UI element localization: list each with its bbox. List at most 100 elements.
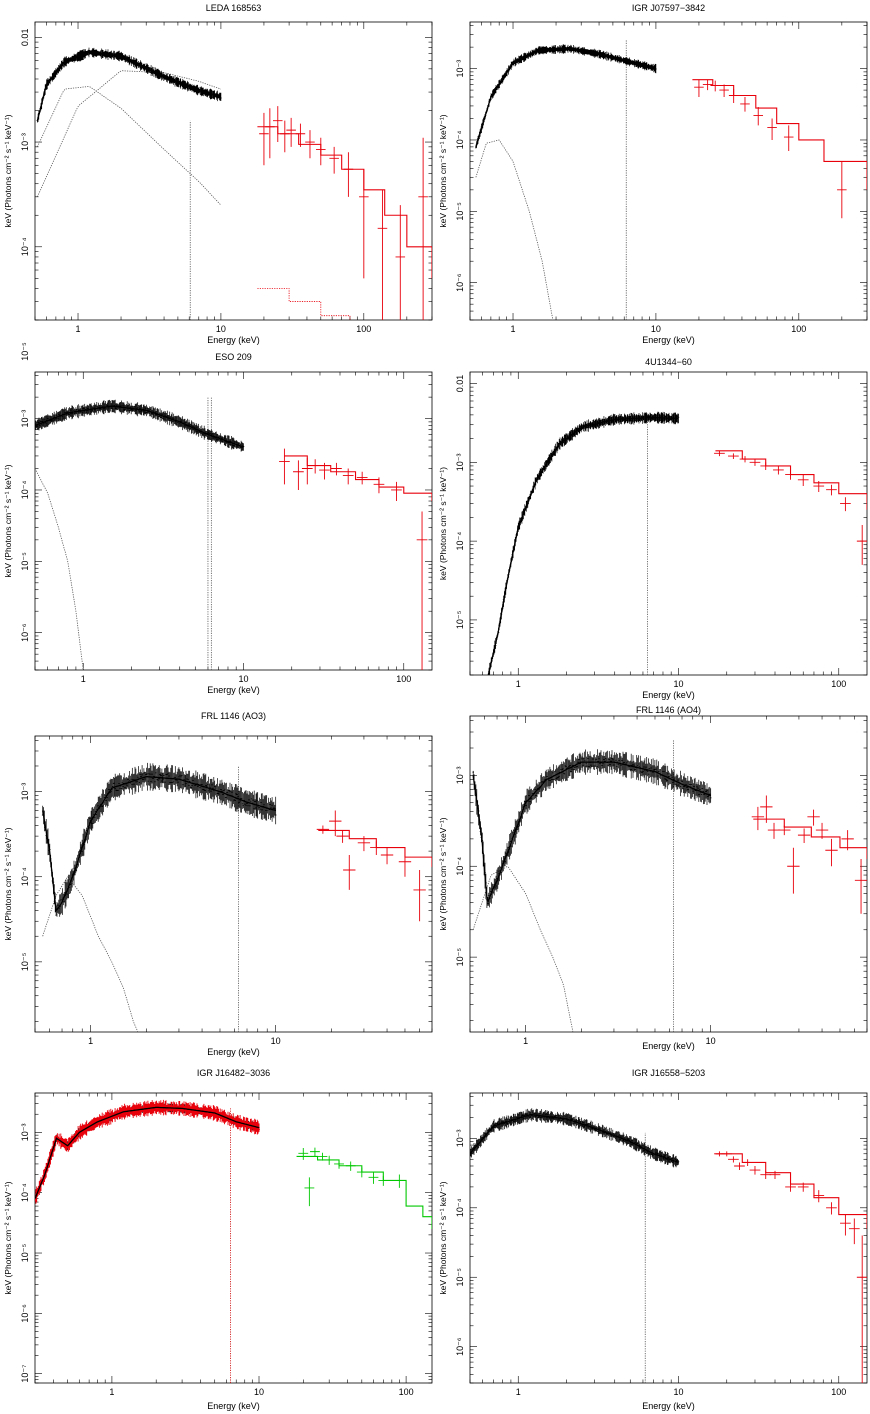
soft-xray-data (475, 44, 657, 149)
hard-xray-data-point (854, 859, 867, 914)
y-tick-label: 10⁻⁵ (455, 610, 465, 629)
hard-xray-data-point (305, 130, 315, 159)
spectrum-panel-1: LEDA 168563 1 10 100 Energy (keV) 0.01 10⁻³ 10⁻… (3, 3, 433, 361)
spectrum-panel-3: ESO 209 1 10 100 Energy (keV) 10⁻³ 10⁻⁴ 10⁻⁵ 10⁻… (3, 352, 433, 695)
hard-xray-model-step (257, 126, 432, 279)
hard-xray-data-point (304, 1177, 315, 1207)
x-axis-label: Energy (keV) (207, 335, 260, 345)
y-tick-label: 10⁻⁵ (20, 342, 30, 361)
y-tick-label: 10⁻³ (455, 60, 465, 78)
y-axis-label: keV (Photons cm⁻² s⁻¹ keV⁻¹) (3, 1181, 13, 1294)
x-axis-label: Energy (keV) (642, 335, 695, 345)
spectrum-panel-6: FRL 1146 (AO4) 1 10 Energy (keV) 10⁻³ 10⁻⁴ 10⁻… (438, 705, 868, 1051)
hard-xray-data-point (273, 106, 283, 143)
hard-xray-data-point (815, 822, 829, 839)
hard-xray-data-point (316, 825, 330, 834)
y-tick-label: 10⁻⁴ (20, 867, 30, 886)
hard-xray-data-point (324, 1155, 335, 1165)
hard-xray-data-point (298, 1148, 309, 1160)
soft-xray-data (36, 47, 222, 123)
y-tick-label: 10⁻⁴ (455, 131, 465, 150)
x-tick-label: 100 (356, 324, 371, 334)
hard-xray-data-point (778, 825, 791, 836)
soft-xray-data (472, 749, 712, 908)
hard-xray-data-point (395, 205, 406, 320)
hard-xray-data-point (334, 1159, 344, 1169)
hard-xray-data-point (378, 1175, 389, 1186)
soft-xray-data (487, 411, 680, 675)
plot-frame (469, 1092, 868, 1384)
hard-xray-data-point (343, 152, 354, 197)
y-tick-label: 10⁻⁷ (20, 1365, 30, 1383)
y-tick-label: 10⁻⁵ (455, 1268, 465, 1287)
x-tick-label: 1 (516, 1387, 521, 1397)
soft-xray-model (35, 405, 244, 448)
hard-xray-data-point (343, 855, 356, 890)
plot-frame (469, 715, 868, 1033)
hard-xray-data-point (342, 468, 354, 485)
model-component-line (35, 468, 84, 670)
hard-xray-data-point (728, 453, 739, 460)
x-tick-label: 100 (396, 674, 411, 684)
hard-xray-data-point (265, 108, 275, 159)
hard-xray-data-point (728, 1156, 739, 1163)
soft-xray-data (35, 399, 245, 452)
hard-xray-data-point (377, 189, 388, 320)
y-tick-label: 10⁻⁵ (455, 948, 465, 967)
hard-xray-data-point (841, 830, 854, 851)
model-component-line (37, 70, 222, 197)
hard-xray-data-point (739, 456, 751, 463)
y-tick-label: 10⁻³ (455, 766, 465, 784)
plot-frame (469, 371, 868, 676)
plot-frame (34, 21, 433, 321)
model-component-line (475, 139, 554, 320)
soft-xray-model (35, 1106, 260, 1199)
x-tick-label: 1 (523, 1036, 528, 1046)
hard-xray-data-point (719, 84, 729, 98)
spectrum-panel-2: IGR J07597−3842 1 10 100 Energy (keV) 10⁻³ 10⁻… (438, 3, 868, 345)
hard-xray-data-point (773, 465, 784, 475)
hard-xray-data-point (391, 481, 402, 502)
panel-title: FRL 1146 (AO3) (201, 711, 266, 721)
panel-title: 4U1344−60 (645, 357, 692, 367)
y-tick-label: 10⁻⁴ (20, 237, 30, 256)
hard-xray-data-point (740, 97, 750, 112)
hard-xray-data-point (398, 851, 412, 877)
hard-xray-data-point (309, 459, 321, 474)
hard-xray-data-point (331, 462, 342, 476)
hard-xray-data-point (721, 1151, 733, 1157)
hard-xray-data-point (368, 1172, 379, 1184)
hard-xray-data-point (840, 1214, 851, 1236)
hard-xray-model-step (296, 1155, 432, 1230)
y-axis-label: keV (Photons cm⁻² s⁻¹ keV⁻¹) (438, 114, 448, 227)
hard-xray-data-point (293, 460, 304, 490)
hard-xray-data-point (380, 847, 394, 865)
y-tick-label: 10⁻⁵ (455, 202, 465, 221)
y-tick-label: 10⁻⁵ (20, 952, 30, 971)
hard-xray-data-point (760, 795, 773, 823)
x-tick-label: 100 (831, 1387, 846, 1397)
hard-xray-data-point (394, 1174, 405, 1188)
hard-xray-data-point (336, 830, 349, 843)
y-tick-label: 10⁻⁶ (455, 273, 465, 292)
x-axis-label: Energy (keV) (642, 1401, 695, 1411)
plot-frame (34, 735, 433, 1033)
hard-xray-data-point (317, 1152, 328, 1161)
hard-xray-data-point (357, 836, 371, 852)
x-tick-label: 10 (239, 674, 249, 684)
hard-xray-data-point (785, 469, 796, 480)
x-axis-label: Energy (keV) (207, 685, 260, 695)
hard-xray-data-point (694, 79, 704, 98)
hard-xray-data-point (319, 462, 330, 480)
hard-xray-data-point (813, 480, 825, 493)
model-component-line (37, 86, 222, 206)
x-tick-label: 100 (399, 1387, 414, 1397)
hard-xray-data-point (753, 106, 764, 126)
x-tick-label: 10 (674, 1387, 684, 1397)
hard-xray-data-point (259, 112, 269, 166)
x-tick-label: 1 (516, 679, 521, 689)
x-axis-label: Energy (keV) (207, 1401, 260, 1411)
x-tick-label: 100 (791, 324, 806, 334)
y-axis-label: keV (Photons cm⁻² s⁻¹ keV⁻¹) (438, 1181, 448, 1294)
hard-xray-data-point (760, 462, 772, 470)
